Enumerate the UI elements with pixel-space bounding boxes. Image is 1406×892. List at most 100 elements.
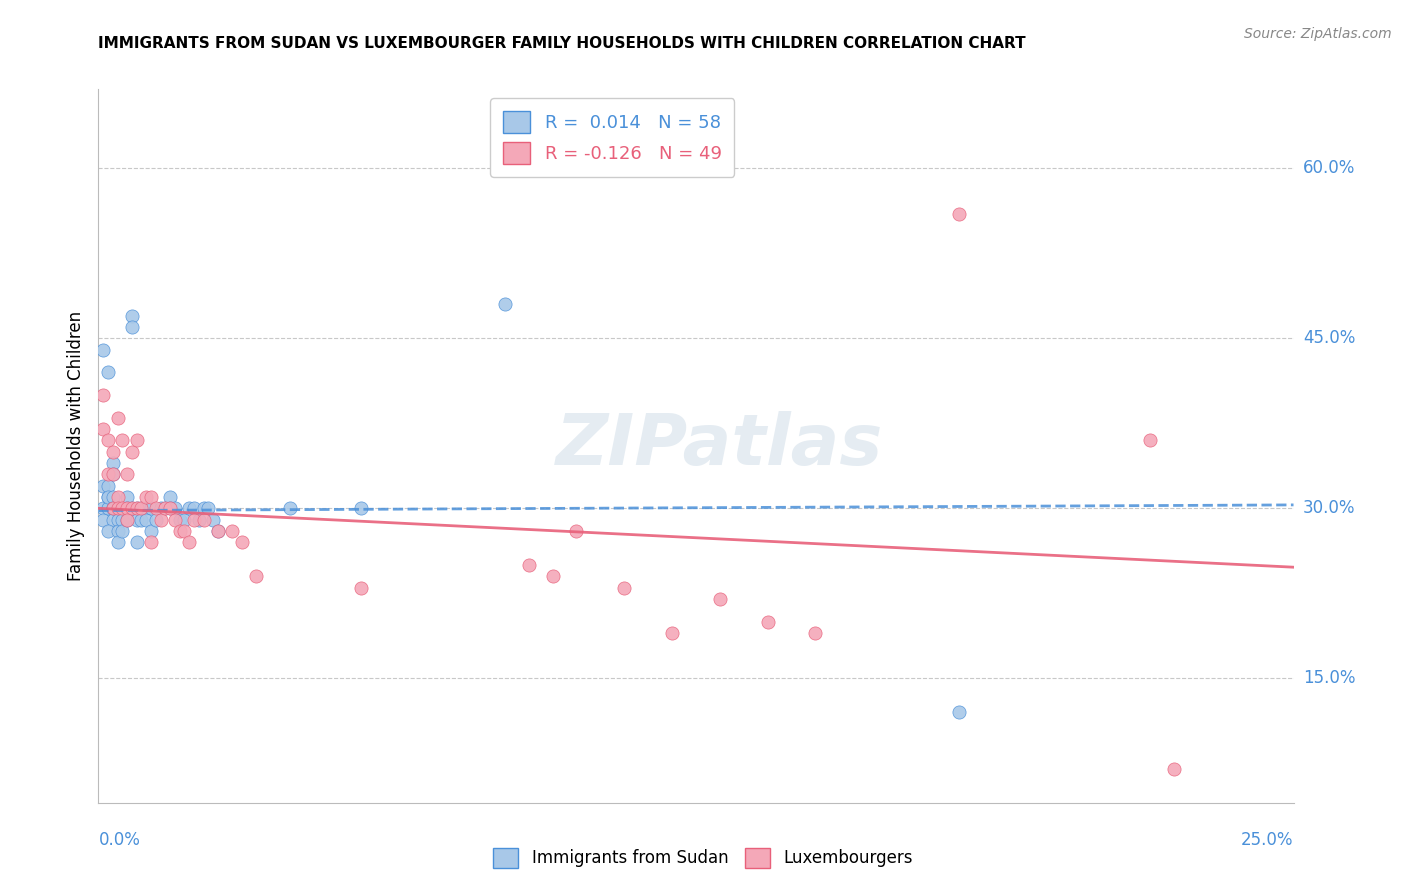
Point [91,388,114,402]
Point [131,513,153,527]
Point [107,524,129,538]
Text: ZIPatlas: ZIPatlas [557,411,883,481]
Point [541,569,564,583]
Point [159,501,181,516]
Point [115,501,138,516]
Point [245,569,267,583]
Point [173,524,195,538]
Point [948,705,970,719]
Point [179,501,201,516]
Point [231,535,253,549]
Point [121,320,143,334]
Point [159,501,181,516]
Point [115,467,138,482]
Point [804,626,827,640]
Point [517,558,540,572]
Point [121,501,143,516]
Point [139,490,162,504]
Point [948,207,970,221]
Point [661,626,683,640]
Point [91,513,114,527]
Point [111,513,134,527]
Point [107,490,129,504]
Point [155,501,177,516]
Point [115,513,138,527]
Point [173,513,195,527]
Point [97,434,120,448]
Point [97,501,120,516]
Point [101,467,124,482]
Point [101,467,124,482]
Legend: R =  0.014   N = 58, R = -0.126   N = 49: R = 0.014 N = 58, R = -0.126 N = 49 [491,98,734,177]
Text: 30.0%: 30.0% [1303,500,1355,517]
Point [149,501,172,516]
Point [101,513,124,527]
Text: 25.0%: 25.0% [1241,831,1294,849]
Point [565,524,588,538]
Point [125,535,148,549]
Point [135,501,157,516]
Point [101,501,124,516]
Point [163,501,186,516]
Point [1163,762,1185,776]
Point [709,591,731,606]
Point [350,581,373,595]
Point [111,501,134,516]
Point [97,467,120,482]
Point [125,501,148,516]
Point [107,513,129,527]
Point [107,535,129,549]
Point [139,524,162,538]
Point [97,490,120,504]
Point [202,513,225,527]
Point [111,524,134,538]
Point [193,501,215,516]
Point [91,501,114,516]
Point [121,309,143,323]
Point [111,434,134,448]
Point [169,513,191,527]
Point [97,501,120,516]
Point [613,581,636,595]
Point [179,535,201,549]
Point [101,456,124,470]
Text: 45.0%: 45.0% [1303,329,1355,347]
Y-axis label: Family Households with Children: Family Households with Children [66,311,84,581]
Legend: Immigrants from Sudan, Luxembourgers: Immigrants from Sudan, Luxembourgers [486,841,920,875]
Point [131,501,153,516]
Point [91,422,114,436]
Point [145,501,167,516]
Point [97,524,120,538]
Point [756,615,779,629]
Point [91,478,114,492]
Point [121,501,143,516]
Point [207,524,229,538]
Point [101,501,124,516]
Point [278,501,301,516]
Point [115,490,138,504]
Point [155,501,177,516]
Point [139,501,162,516]
Point [197,501,219,516]
Point [97,478,120,492]
Point [91,343,114,357]
Text: 60.0%: 60.0% [1303,160,1355,178]
Point [101,501,124,516]
Point [115,513,138,527]
Point [135,513,157,527]
Text: 0.0%: 0.0% [98,831,141,849]
Point [183,501,205,516]
Point [125,513,148,527]
Text: 15.0%: 15.0% [1303,669,1355,687]
Text: IMMIGRANTS FROM SUDAN VS LUXEMBOURGER FAMILY HOUSEHOLDS WITH CHILDREN CORRELATIO: IMMIGRANTS FROM SUDAN VS LUXEMBOURGER FA… [98,36,1026,51]
Point [207,524,229,538]
Point [163,513,186,527]
Point [135,490,157,504]
Point [107,410,129,425]
Point [187,513,209,527]
Point [193,513,215,527]
Point [131,501,153,516]
Point [1139,434,1161,448]
Point [221,524,243,538]
Point [350,501,373,516]
